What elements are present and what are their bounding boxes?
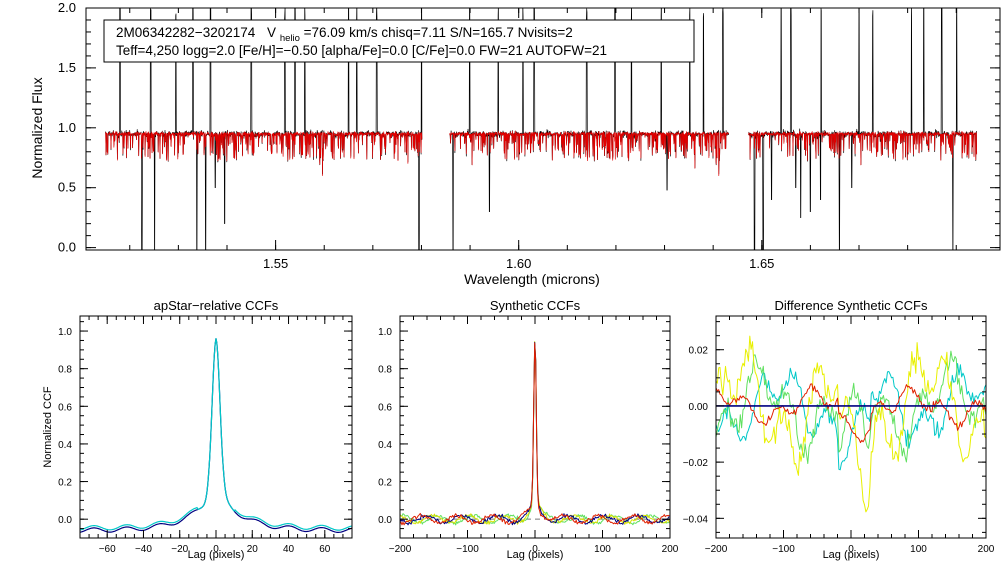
info-line-1: 2M06342282−3202174 V helio =76.09 km/s c… [116,25,573,44]
y-tick-label: 0.6 [378,402,392,413]
apstar-ccf-panel: apStar−relative CCFs −60 −40 −20 0 20 40 60 0.0… [42,298,353,561]
y-tick-label: 0.0 [378,515,392,526]
synthetic-ccf-x-axis-label: Lag (pixels) [507,549,564,561]
y-tick-label: −0.04 [683,514,709,525]
x-tick-label: 100 [594,544,611,555]
y-tick-label: 0.4 [58,440,72,451]
y-tick-label: 0.4 [378,440,392,451]
observed-spectrum-chip-3 [748,8,978,250]
difference-ccf-panel: Difference Synthetic CCFs −200 −100 0 100 20… [683,298,995,561]
synthetic-ccf-title: Synthetic CCFs [490,298,581,313]
apstar-ccf-y-axis-label: Normalized CCF [42,386,54,468]
model-spectrum-chip-3 [748,130,978,166]
difference-ccf-green [716,350,986,464]
y-tick-label: 2.0 [58,0,76,15]
synthetic-ccf-plot-area [400,341,670,526]
x-tick-label: 200 [662,544,679,555]
y-tick-label: 1.0 [378,327,392,338]
spectrum-y-axis-label: Normalized Flux [29,77,45,178]
x-tick-label: −100 [772,544,795,555]
y-tick-label: −0.02 [683,458,709,469]
x-tick-label: 60 [319,544,331,555]
spectrum-panel: 1.55 1.60 1.65 0.0 0.5 1.0 1.5 2.0 2M06342282−3… [29,0,1001,287]
apstar-ccf-plot-area [80,338,352,534]
y-tick-label: 0.8 [58,365,72,376]
difference-ccf-x-axis-label: Lag (pixels) [823,549,880,561]
synthetic-ccf-red [400,342,670,526]
apstar-ccf-axes: −60 −40 −20 0 20 40 60 0.0 0.2 0.4 0.6 0.8 1.0 [58,316,353,555]
info-box-frame [103,19,695,63]
spectrum-axes: 1.55 1.60 1.65 0.0 0.5 1.0 1.5 2.0 [58,0,1000,271]
difference-ccf-title: Difference Synthetic CCFs [775,298,928,313]
y-tick-label: 0.6 [58,402,72,413]
x-tick-label: −60 [99,544,116,555]
y-tick-label: 0.5 [58,180,76,195]
x-tick-label: 20 [247,544,259,555]
x-tick-label: 1.55 [263,256,288,271]
difference-ccf-plot-area [716,335,986,513]
x-tick-label: 0 [848,544,854,555]
star-id: 2M06342282−3202174 [116,25,256,40]
x-tick-label: 100 [910,544,927,555]
velocity-subscript: helio [280,33,300,44]
x-tick-label: −200 [389,544,412,555]
x-tick-label: 0 [532,544,538,555]
model-spectrum-chip-1 [105,131,423,176]
y-tick-label: 1.0 [58,327,72,338]
difference-ccf-axes: −200 −100 0 100 200 −0.04 −0.02 0.00 0.02 [683,316,995,555]
y-tick-label: 1.0 [58,120,76,135]
y-tick-label: 0.0 [58,240,76,255]
y-tick-label: 0.0 [58,515,72,526]
y-tick-label: 0.2 [378,478,392,489]
difference-ccf-cyan [716,363,986,471]
difference-ccf-frame [715,315,987,539]
x-tick-label: 200 [978,544,995,555]
difference-ccf-red [716,383,986,444]
ccf-series-visit-1 [80,338,352,534]
apstar-ccf-frame [79,315,353,539]
apstar-ccf-x-axis-label: Lag (pixels) [188,549,245,561]
ccf-series-visit-2 [80,338,352,531]
synthetic-ccf-blue [400,341,670,526]
x-tick-label: 0 [213,544,219,555]
y-tick-label: 0.02 [689,346,709,357]
y-tick-label: 0.2 [58,478,72,489]
x-tick-label: −40 [135,544,152,555]
velocity-prefix: V [267,25,276,40]
spectrum-frame [85,7,1001,251]
spectrum-plot-area [105,8,978,250]
x-tick-label: 40 [283,544,295,555]
x-tick-label: 1.65 [749,256,774,271]
spectrum-x-axis-label: Wavelength (microns) [464,271,600,287]
x-tick-label: −20 [171,544,188,555]
synthetic-ccf-panel: Synthetic CCFs −200 −100 0 100 200 0.0 0.2 0.4 0… [378,298,679,561]
model-spectrum-chip-2 [449,130,730,176]
apstar-ccf-title: apStar−relative CCFs [154,298,279,313]
difference-ccf-yellow [716,335,986,513]
synthetic-ccf-axes: −200 −100 0 100 200 0.0 0.2 0.4 0.6 0.8 1.0 [378,316,679,555]
y-tick-label: 1.5 [58,60,76,75]
star-info-box: 2M06342282−3202174 V helio =76.09 km/s c… [103,19,695,63]
synthetic-ccf-yellow [400,341,670,525]
info-line-2: Teff=4,250 logg=2.0 [Fe/H]=−0.50 [alpha/… [116,43,607,58]
x-tick-label: −100 [456,544,479,555]
y-tick-label: 0.00 [689,402,709,413]
y-tick-label: 0.8 [378,365,392,376]
x-tick-label: 1.60 [506,256,531,271]
velocity-and-stats: =76.09 km/s chisq=7.11 S/N=165.7 Nvisits… [304,25,573,40]
x-tick-label: −200 [705,544,728,555]
